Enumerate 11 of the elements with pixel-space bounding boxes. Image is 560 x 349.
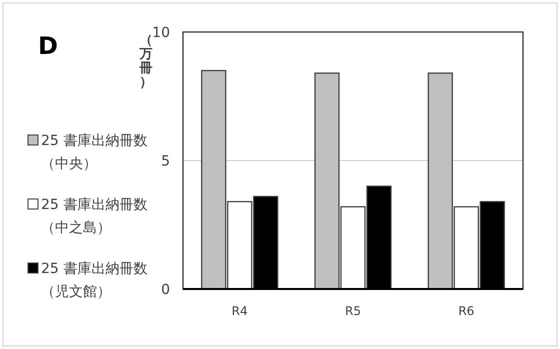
legend-label: 25 書庫出納冊数（中之島） xyxy=(41,196,148,238)
y-axis-title: （万冊） xyxy=(139,33,153,90)
y-tick-label: 10 xyxy=(152,25,170,41)
x-tick-label: R5 xyxy=(345,304,361,318)
legend-label: 25 書庫出納冊数（児文館） xyxy=(41,260,148,302)
chart-title: D xyxy=(38,32,58,60)
x-tick-label: R4 xyxy=(232,304,248,318)
y-tick-label: 0 xyxy=(161,282,170,298)
x-tick-label: R6 xyxy=(458,304,474,318)
legend-label: 25 書庫出納冊数（中央） xyxy=(41,132,148,174)
y-tick-label: 5 xyxy=(161,154,170,170)
